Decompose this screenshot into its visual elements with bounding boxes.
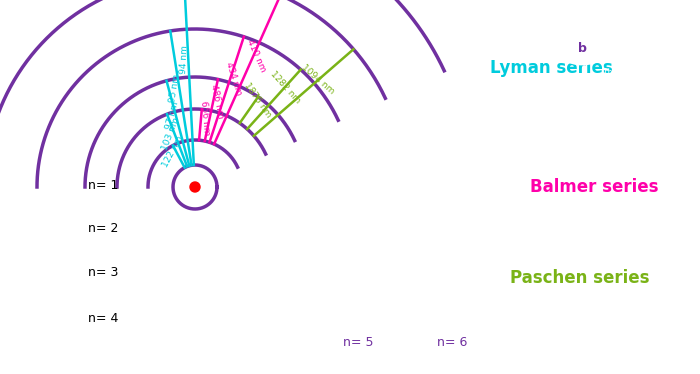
Text: 94 nm: 94 nm: [178, 45, 189, 74]
Text: Paschen series: Paschen series: [510, 269, 650, 287]
Text: n= 2: n= 2: [88, 221, 118, 234]
Text: 122 nm: 122 nm: [161, 134, 186, 169]
Text: 486 nm: 486 nm: [209, 84, 225, 119]
Text: n= 6: n= 6: [437, 335, 467, 349]
Circle shape: [190, 182, 200, 192]
Text: 410 nm: 410 nm: [246, 39, 267, 74]
Text: 1094 nm: 1094 nm: [300, 63, 335, 96]
Text: 656 nm: 656 nm: [199, 101, 211, 136]
Text: 1875 nm: 1875 nm: [243, 81, 273, 119]
Text: 95 nm: 95 nm: [169, 74, 182, 104]
Text: Balmer series: Balmer series: [530, 178, 659, 196]
Text: n= 3: n= 3: [88, 266, 118, 279]
Text: b: b: [578, 42, 587, 55]
Text: n= 1: n= 1: [88, 178, 118, 191]
Text: 1282 nm: 1282 nm: [268, 70, 302, 105]
Text: The Learning App: The Learning App: [603, 68, 670, 77]
Text: n= 5: n= 5: [343, 335, 373, 349]
Circle shape: [557, 32, 608, 65]
Text: 103 nm: 103 nm: [161, 116, 181, 152]
Text: BYJU'S: BYJU'S: [611, 33, 662, 47]
Text: n= 4: n= 4: [88, 312, 118, 325]
Text: 97 nm: 97 nm: [164, 101, 180, 131]
Text: Lyman series: Lyman series: [490, 59, 612, 77]
Text: 434 nm: 434 nm: [225, 61, 244, 96]
